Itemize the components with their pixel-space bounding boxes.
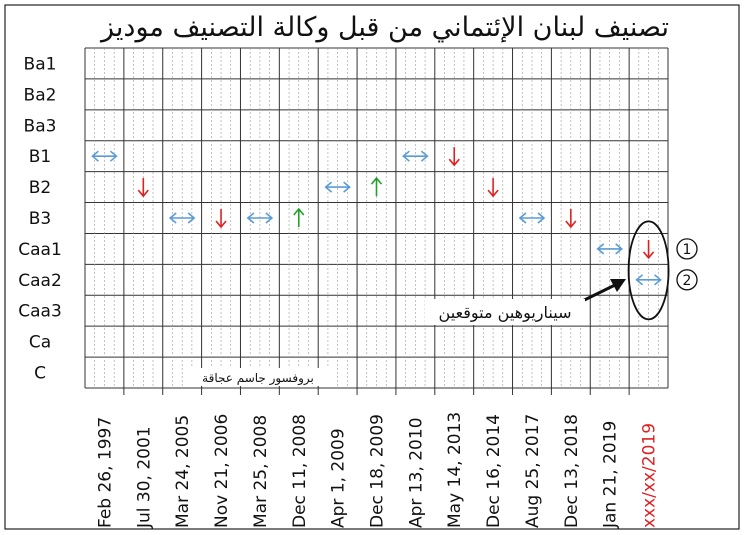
rating-label: Ba1: [24, 54, 57, 74]
date-label: xxx/xx/2019: [640, 423, 660, 528]
date-label: Feb 26, 1997: [95, 417, 115, 528]
mark-head-right: [615, 243, 623, 255]
mark-head: [137, 189, 149, 198]
rating-mark-stable: [402, 150, 429, 162]
rating-label: Caa3: [18, 302, 62, 322]
rating-label: Ba3: [24, 116, 57, 136]
rating-mark-up: [293, 207, 305, 227]
scenario-number: 1: [683, 242, 692, 258]
mark-head-left: [402, 150, 410, 162]
grid: [84, 47, 669, 395]
rating-mark-stable: [324, 181, 351, 193]
mark-head-left: [324, 181, 333, 193]
scenario-number-circle: [676, 269, 698, 291]
mark-head: [487, 189, 499, 198]
rating-label: Ba2: [24, 85, 57, 105]
date-label: Jul 30, 2001: [134, 426, 154, 529]
rating-mark-stable: [518, 212, 546, 224]
mark-head: [565, 220, 577, 229]
mark-head-right: [343, 181, 351, 193]
rating-mark-down: [642, 239, 655, 260]
mark-head: [642, 251, 655, 260]
scenario-number-circle: [676, 238, 698, 260]
scenario-label: سيناريوهين متوقعين: [439, 303, 572, 323]
rating-mark-stable: [596, 243, 623, 255]
date-label: Apr 13, 2010: [406, 417, 426, 528]
mark-head-right: [109, 150, 118, 162]
credit-label: بروفسور جاسم عجاقة: [202, 371, 314, 386]
credit-bg: [185, 368, 335, 386]
rating-label: Caa1: [18, 240, 62, 260]
axis-labels: Ba1 Ba2 Ba3 B1 B2 B3 Caa1 Caa2 Caa3 Ca C Feb 26, 19…: [18, 54, 659, 529]
rating-marks: [91, 147, 662, 286]
scenario-number: 2: [683, 273, 692, 289]
rating-label: B2: [29, 178, 51, 198]
chart-border: [4, 4, 740, 530]
date-label: Dec 18, 2009: [368, 414, 388, 528]
date-label: Jan 21, 2019: [601, 421, 621, 529]
date-label: Apr 1, 2009: [329, 428, 349, 528]
annotations: 1 2 سيناريوهين متوقعين بروفسور جاسم عجاقة: [185, 220, 698, 386]
rating-label: Caa2: [18, 271, 62, 291]
mark-head-left: [635, 274, 644, 286]
rating-mark-down: [215, 209, 227, 229]
mark-head-right: [654, 274, 662, 286]
scenario-pointer-head: [610, 279, 626, 292]
mark-head-left: [596, 243, 605, 255]
mark-head-right: [187, 212, 196, 224]
rating-mark-stable: [635, 274, 662, 286]
mark-head: [215, 220, 227, 229]
date-label: Dec 13, 2018: [562, 414, 582, 528]
mark-head: [448, 158, 460, 167]
mark-head-right: [265, 212, 274, 224]
rating-label: B3: [29, 209, 51, 229]
rating-mark-down: [487, 178, 499, 198]
mark-head-left: [168, 212, 177, 224]
rating-mark-down: [565, 209, 577, 229]
date-label: May 14, 2013: [445, 412, 465, 528]
date-label: Nov 21, 2006: [212, 414, 232, 528]
rating-mark-stable: [91, 150, 118, 162]
mark-head-left: [91, 150, 99, 162]
date-label: Mar 25, 2008: [251, 415, 271, 528]
mark-head-left: [518, 212, 527, 224]
mark-head-right: [420, 150, 429, 162]
mark-head: [370, 176, 383, 185]
scenario-label-bg: [425, 299, 585, 325]
rating-mark-down: [448, 147, 460, 167]
mark-head-left: [246, 212, 255, 224]
scenario-ellipse: [627, 220, 670, 321]
rating-mark-stable: [168, 212, 196, 224]
rating-label: B1: [29, 147, 51, 167]
rating-mark-down: [137, 178, 149, 198]
date-label: Mar 24, 2005: [173, 415, 193, 528]
date-label: Dec 11, 2008: [290, 414, 310, 528]
rating-label: C: [34, 364, 46, 384]
date-label: Aug 25, 2017: [523, 414, 543, 528]
rating-label: Ca: [29, 333, 51, 353]
mark-head-right: [537, 212, 546, 224]
rating-mark-up: [370, 176, 383, 197]
chart-title: تصنيف لبنان الإئتماني من قبل وكالة التصن…: [99, 12, 669, 43]
date-label: Dec 16, 2014: [484, 414, 504, 528]
mark-head: [293, 207, 305, 216]
rating-mark-stable: [246, 212, 274, 224]
